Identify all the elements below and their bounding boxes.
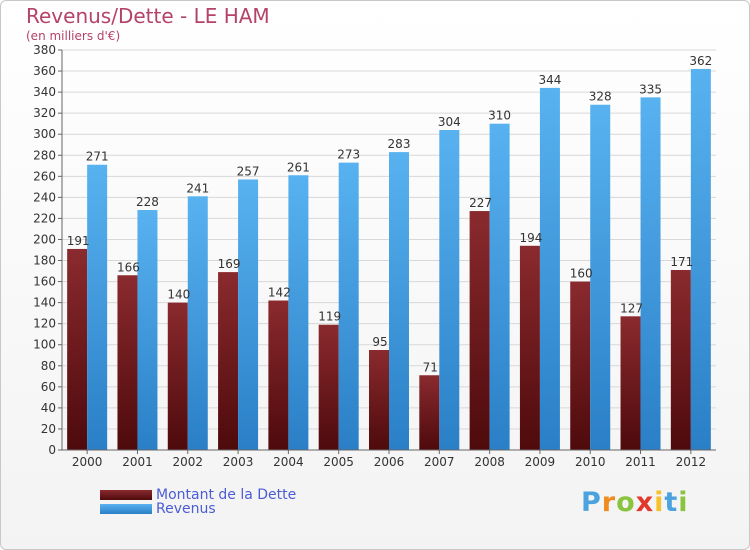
axes-layer: 0 20 40 60 80 100 120 140 160 180 200 220 240 260 280 3…	[33, 43, 716, 469]
data-label-revenus-2010: 328	[589, 90, 612, 104]
bar-dette-2009	[519, 245, 540, 450]
data-label-revenus-2002: 241	[186, 181, 209, 195]
y-tick-label: 140	[33, 296, 56, 310]
data-label-revenus-2003: 257	[237, 164, 260, 178]
data-label-dette-2006: 95	[372, 335, 387, 349]
data-label-dette-2000: 191	[67, 234, 90, 248]
data-label-dette-2012: 171	[670, 255, 693, 269]
x-tick-label-2005: 2005	[323, 455, 354, 469]
bar-revenus-2004	[288, 175, 309, 450]
bar-revenus-2003	[238, 179, 259, 450]
y-tick-label: 220	[33, 211, 56, 225]
data-label-revenus-2001: 228	[136, 195, 159, 209]
data-label-dette-2011: 127	[620, 301, 643, 315]
data-label-revenus-2005: 273	[337, 148, 360, 162]
bar-dette-2012	[670, 270, 691, 450]
y-tick-label: 200	[33, 232, 56, 246]
data-label-revenus-2006: 283	[388, 137, 411, 151]
bar-revenus-2000	[87, 164, 108, 450]
data-label-revenus-2008: 310	[488, 109, 511, 123]
y-tick-label: 360	[33, 64, 56, 78]
y-tick-label: 240	[33, 190, 56, 204]
data-label-dette-2010: 160	[570, 267, 593, 281]
data-label-dette-2004: 142	[268, 286, 291, 300]
legend-swatch-revenus	[100, 504, 152, 514]
y-tick-label: 0	[48, 443, 56, 457]
y-tick-label: 180	[33, 254, 56, 268]
legend-label-dette: Montant de la Dette	[156, 487, 297, 503]
bar-dette-2011	[620, 316, 641, 450]
data-label-dette-2008: 227	[469, 196, 492, 210]
bar-dette-2005	[318, 324, 339, 450]
legend-item-dette: Montant de la Dette	[100, 487, 296, 503]
y-tick-label: 260	[33, 169, 56, 183]
x-tick-label-2010: 2010	[575, 455, 606, 469]
data-label-revenus-2009: 344	[538, 73, 561, 87]
y-tick-label: 20	[41, 422, 56, 436]
x-tick-label-2012: 2012	[676, 455, 707, 469]
bar-revenus-2006	[389, 152, 409, 450]
y-tick-label: 300	[33, 127, 56, 141]
bar-revenus-2009	[539, 87, 560, 450]
legend-swatch-dette	[100, 490, 152, 500]
bar-revenus-2002	[187, 196, 208, 450]
proxiti-logo: Proxiti	[581, 487, 689, 518]
data-label-dette-2002: 140	[167, 288, 190, 302]
chart-title: Revenus/Dette - LE HAM	[26, 4, 270, 28]
bar-dette-2002	[167, 302, 188, 450]
data-label-dette-2009: 194	[519, 231, 542, 245]
bar-dette-2010	[570, 281, 591, 450]
legend-label-revenus: Revenus	[156, 501, 216, 517]
x-tick-label-2003: 2003	[223, 455, 254, 469]
legend-item-revenus: Revenus	[100, 501, 216, 517]
labels-layer: 191 271 166 228 140 241 169 257 142 261 119 273 95 28…	[67, 54, 713, 374]
y-tick-label: 380	[33, 43, 56, 57]
x-tick-label-2011: 2011	[625, 455, 656, 469]
x-tick-label-2002: 2002	[172, 455, 203, 469]
bar-dette-2003	[218, 272, 239, 450]
data-label-dette-2005: 119	[318, 310, 341, 324]
y-tick-label: 340	[33, 85, 56, 99]
bar-dette-2006	[369, 350, 389, 450]
data-label-dette-2003: 169	[218, 257, 241, 271]
x-tick-label-2001: 2001	[122, 455, 153, 469]
x-tick-label-2004: 2004	[273, 455, 304, 469]
y-tick-label: 100	[33, 338, 56, 352]
x-tick-label-2007: 2007	[424, 455, 455, 469]
bar-dette-2004	[268, 300, 289, 450]
bar-dette-2007	[419, 375, 440, 450]
bar-dette-2000	[67, 248, 88, 450]
bar-dette-2001	[117, 275, 138, 450]
bar-revenus-2008	[489, 123, 510, 451]
y-tick-label: 280	[33, 148, 56, 162]
data-label-revenus-2004: 261	[287, 160, 310, 174]
x-tick-label-2000: 2000	[72, 455, 103, 469]
bars-layer	[67, 68, 711, 451]
data-label-revenus-2011: 335	[639, 82, 662, 96]
data-label-revenus-2000: 271	[86, 150, 109, 164]
data-label-dette-2001: 166	[117, 260, 140, 274]
y-tick-label: 320	[33, 106, 56, 120]
data-label-dette-2007: 71	[423, 360, 438, 374]
data-label-revenus-2012: 362	[689, 54, 712, 68]
bar-revenus-2012	[690, 68, 711, 451]
bar-revenus-2011	[640, 97, 661, 451]
bar-revenus-2007	[439, 130, 460, 450]
y-tick-label: 80	[41, 359, 56, 373]
bar-dette-2008	[469, 211, 490, 450]
bar-revenus-2005	[338, 162, 359, 450]
x-tick-label-2009: 2009	[525, 455, 556, 469]
bar-revenus-2001	[137, 210, 158, 450]
data-label-revenus-2007: 304	[438, 115, 461, 129]
x-tick-label-2008: 2008	[474, 455, 505, 469]
x-tick-label-2006: 2006	[374, 455, 405, 469]
bar-revenus-2010	[590, 104, 611, 450]
y-tick-label: 120	[33, 317, 56, 331]
y-tick-label: 40	[41, 401, 56, 415]
y-tick-label: 60	[41, 380, 56, 394]
chart-subtitle: (en milliers d'€)	[26, 29, 121, 43]
y-tick-label: 160	[33, 275, 56, 289]
